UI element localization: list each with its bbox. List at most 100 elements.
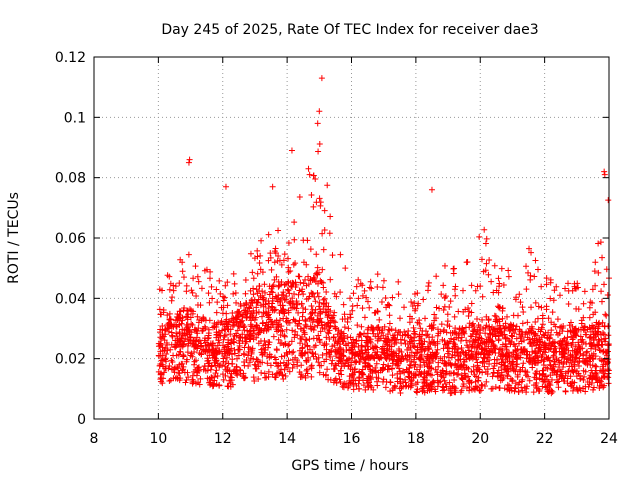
data-point: [390, 334, 397, 341]
data-point: [497, 329, 504, 336]
data-point: [435, 359, 442, 366]
data-point: [315, 303, 322, 310]
data-point: [250, 291, 257, 298]
data-point: [589, 300, 596, 307]
data-point: [458, 387, 465, 394]
data-point: [496, 280, 503, 287]
data-point: [336, 376, 343, 383]
data-point: [220, 304, 227, 311]
data-point: [596, 347, 603, 354]
data-point: [440, 328, 447, 335]
data-point: [485, 333, 492, 340]
data-point: [415, 371, 422, 378]
data-point: [266, 283, 273, 290]
data-point: [586, 381, 593, 388]
data-point: [442, 380, 449, 387]
data-point: [497, 377, 504, 384]
data-point: [166, 316, 173, 323]
y-tick-label: 0.08: [55, 171, 86, 187]
data-point: [532, 319, 539, 326]
data-point: [349, 380, 356, 387]
data-point: [309, 350, 316, 357]
data-point: [190, 337, 197, 344]
data-point: [347, 334, 354, 341]
x-tick-label: 16: [343, 431, 361, 447]
data-point: [249, 323, 256, 330]
data-point: [232, 289, 239, 296]
data-point: [157, 326, 164, 333]
data-point: [587, 345, 594, 352]
data-point: [155, 343, 162, 350]
data-point: [271, 374, 278, 381]
data-point: [404, 341, 411, 348]
data-point: [554, 368, 561, 375]
data-point: [235, 352, 242, 359]
data-point: [561, 358, 568, 365]
data-point: [410, 324, 417, 331]
data-point: [296, 347, 303, 354]
data-point: [420, 296, 427, 303]
data-point: [188, 287, 195, 294]
data-point: [411, 356, 418, 363]
data-point: [227, 331, 234, 338]
data-point: [327, 376, 334, 383]
data-point: [532, 299, 539, 306]
data-point: [169, 358, 176, 365]
data-point: [293, 281, 300, 288]
data-point: [542, 373, 549, 380]
ticks-layer: 0 0.02 0.04 0.06 0.08 0.1 0.12 8 10 12 14 16 18 20 22 2…: [55, 50, 618, 447]
data-point: [375, 354, 382, 361]
data-point: [539, 383, 546, 390]
data-point: [198, 351, 205, 358]
data-point: [404, 368, 411, 375]
data-point: [267, 250, 274, 257]
data-point: [479, 339, 486, 346]
data-point: [168, 297, 175, 304]
data-point: [468, 309, 475, 316]
data-point: [236, 323, 243, 330]
data-point: [266, 300, 273, 307]
data-point: [520, 309, 527, 316]
data-point: [556, 367, 563, 374]
data-point: [329, 314, 336, 321]
data-point: [540, 367, 547, 374]
data-point: [540, 362, 547, 369]
data-point: [517, 299, 524, 306]
data-point: [542, 383, 549, 390]
data-point: [257, 252, 264, 259]
data-point: [602, 348, 609, 355]
data-point: [358, 343, 365, 350]
data-point: [220, 355, 227, 362]
data-point: [289, 356, 296, 363]
data-point: [280, 375, 287, 382]
data-point: [157, 348, 164, 355]
data-point: [197, 375, 204, 382]
data-point: [207, 268, 214, 275]
data-point: [541, 340, 548, 347]
data-point: [263, 327, 270, 334]
data-point: [224, 302, 231, 309]
data-point: [567, 328, 574, 335]
data-point: [545, 388, 552, 395]
data-point: [528, 249, 535, 256]
data-point: [308, 365, 315, 372]
data-point: [177, 256, 184, 263]
data-point: [297, 326, 304, 333]
data-point: [551, 343, 558, 350]
data-point: [275, 283, 282, 290]
data-point: [335, 354, 342, 361]
data-point: [579, 345, 586, 352]
data-point: [501, 325, 508, 332]
data-point: [290, 348, 297, 355]
data-point: [250, 374, 257, 381]
data-point: [466, 387, 473, 394]
data-point: [539, 351, 546, 358]
data-point: [465, 378, 472, 385]
data-point: [574, 388, 581, 395]
data-point: [176, 280, 183, 287]
data-point: [428, 186, 435, 193]
data-point: [186, 156, 193, 163]
data-point: [581, 323, 588, 330]
data-point: [535, 303, 542, 310]
data-point: [487, 330, 494, 337]
